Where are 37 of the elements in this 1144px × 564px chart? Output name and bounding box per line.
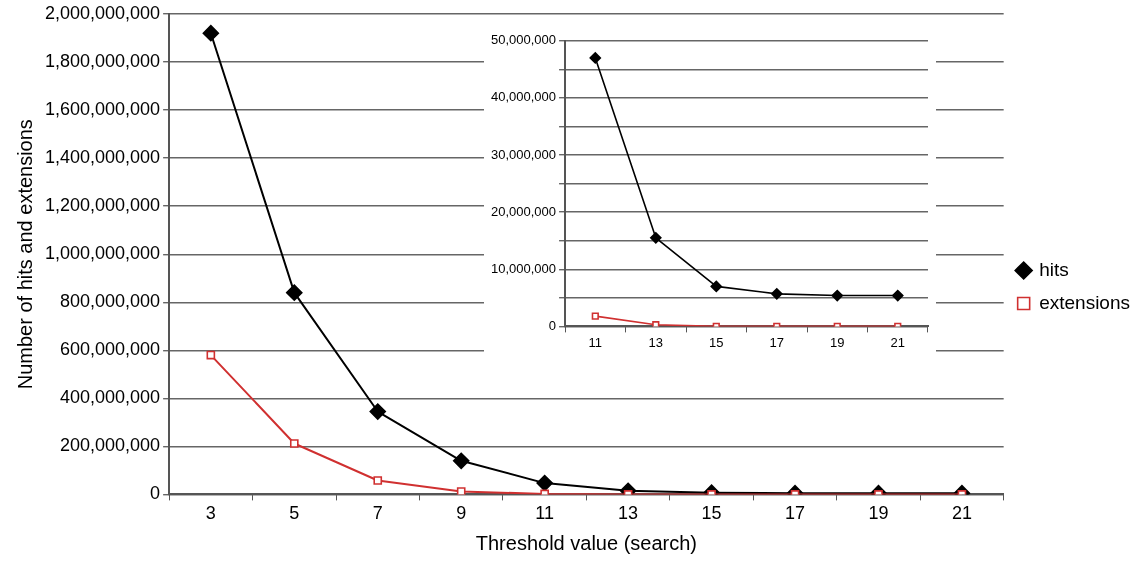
x-tick-label: 17 [769,334,785,350]
y-tick-label: 1,600,000,000 [44,99,161,120]
y-tick-label: 200,000,000 [60,435,161,456]
y-tick-label: 2,000,000,000 [44,2,161,23]
y-tick-label: 1,400,000,000 [44,147,161,168]
x-tick-label: 15 [701,503,722,524]
x-tick-label: 17 [785,503,806,524]
legend-label: hits [1039,258,1069,280]
x-tick-label: 9 [456,503,467,524]
x-tick-label: 19 [868,503,889,524]
y-tick-label: 1,200,000,000 [44,195,161,216]
y-tick-label: 400,000,000 [60,387,161,408]
y-tick-label: 0 [548,317,557,333]
x-tick-label: 3 [205,503,216,524]
y-tick-label: 800,000,000 [60,291,161,312]
x-axis-title: Threshold value (search) [475,531,697,554]
y-tick-label: 40,000,000 [490,89,557,105]
y-tick-label: 1,000,000,000 [44,243,161,264]
y-tick-label: 1,800,000,000 [44,51,161,72]
y-tick-label: 50,000,000 [490,32,557,48]
x-tick-label: 7 [372,503,383,524]
x-tick-label: 5 [289,503,300,524]
y-tick-label: 30,000,000 [490,146,557,162]
x-tick-label: 19 [830,334,845,350]
x-tick-label: 21 [951,503,972,524]
x-tick-label: 15 [709,334,724,350]
x-tick-label: 11 [535,503,554,524]
y-tick-label: 20,000,000 [490,203,557,219]
y-tick-label: 600,000,000 [60,339,161,360]
y-tick-label: 0 [150,483,161,504]
x-tick-label: 11 [588,334,603,350]
x-tick-label: 13 [618,503,639,524]
y-axis-title: Number of hits and extensions [13,119,36,390]
legend-label: extensions [1039,291,1131,313]
x-tick-label: 13 [648,334,664,350]
x-tick-label: 21 [890,334,905,350]
y-tick-label: 10,000,000 [490,260,557,276]
